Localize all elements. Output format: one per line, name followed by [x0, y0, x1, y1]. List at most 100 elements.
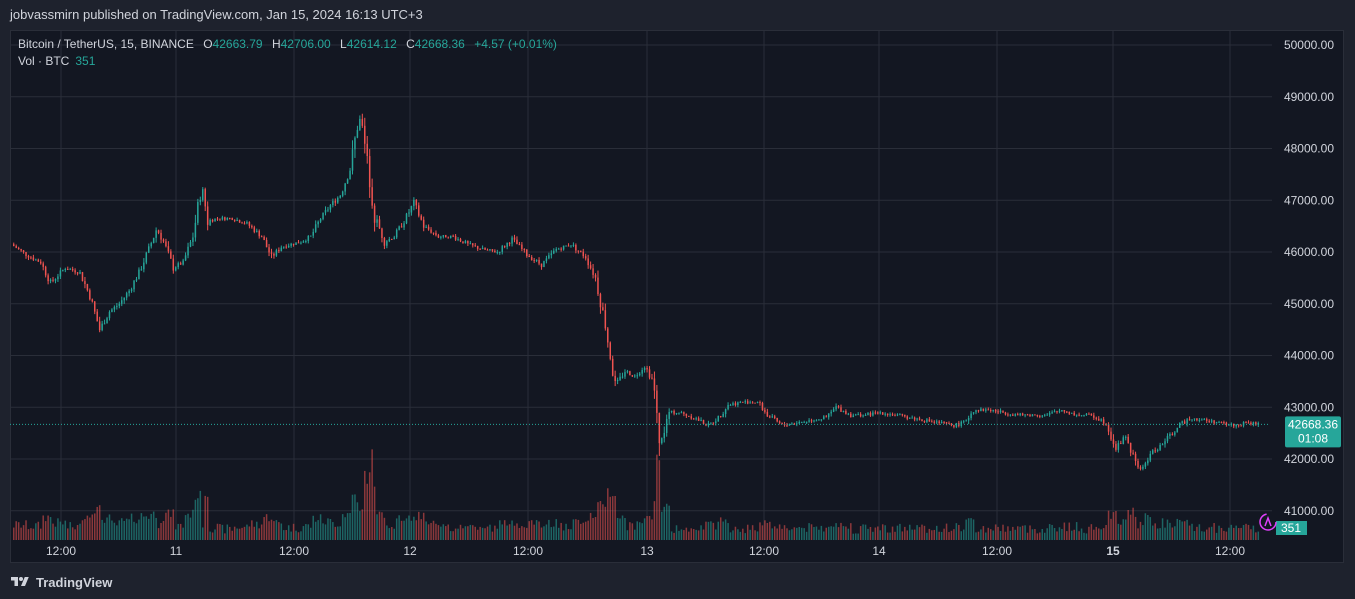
- volume-bar: [427, 524, 430, 540]
- candle-body: [830, 411, 832, 414]
- candle-body: [989, 409, 992, 412]
- candle-body: [1100, 419, 1102, 421]
- volume-bar: [565, 523, 567, 540]
- volume-bar: [459, 524, 462, 540]
- candle-body: [749, 402, 751, 404]
- candle-body: [349, 170, 351, 180]
- candle-body: [1014, 414, 1017, 416]
- candle-body: [624, 372, 626, 377]
- volume-bar: [160, 522, 162, 540]
- volume-bar: [1225, 531, 1228, 540]
- candle-body: [1056, 411, 1058, 413]
- volume-bar: [980, 529, 982, 540]
- volume-bar: [1154, 523, 1156, 540]
- candle-body: [724, 409, 727, 414]
- candle-body: [931, 421, 933, 423]
- candle-body: [71, 268, 74, 271]
- candle-body: [1252, 422, 1255, 425]
- candle-body: [86, 284, 89, 291]
- volume-bar: [359, 511, 361, 540]
- symbol-title[interactable]: Bitcoin / TetherUS, 15, BINANCE: [18, 37, 194, 51]
- volume-bar: [1232, 527, 1235, 540]
- price-tick-label: 45000.00: [1284, 297, 1334, 311]
- candle-body: [464, 241, 467, 244]
- volume-bar: [803, 528, 805, 540]
- candle-body: [582, 251, 584, 257]
- volume-bar: [857, 533, 859, 540]
- volume-bar: [494, 525, 496, 540]
- volume-bar: [842, 526, 845, 540]
- volume-bar: [386, 525, 388, 540]
- volume-bar: [472, 525, 474, 540]
- volume-bar: [388, 528, 391, 540]
- volume-bar: [373, 486, 376, 540]
- volume-bar: [233, 526, 236, 540]
- volume-bar: [958, 524, 960, 540]
- candle-body: [884, 413, 886, 415]
- candle-body: [1201, 419, 1203, 421]
- volume-bar: [1176, 518, 1179, 540]
- volume-bar: [268, 521, 270, 540]
- candle-body: [746, 401, 749, 404]
- volume-bar: [1240, 527, 1242, 540]
- volume-bar: [285, 530, 287, 540]
- volume-bar: [395, 518, 398, 540]
- volume-bar: [15, 521, 17, 540]
- volume-bar: [948, 532, 950, 540]
- volume-bar: [528, 521, 530, 540]
- volume-bar: [1203, 531, 1206, 540]
- candle-body: [432, 232, 435, 234]
- candle-body: [823, 416, 825, 420]
- volume-bar: [1066, 531, 1068, 540]
- candle-body: [410, 206, 413, 213]
- candle-body: [1093, 415, 1095, 418]
- candle-body: [314, 224, 317, 232]
- candle-body: [638, 373, 641, 376]
- volume-bar: [364, 470, 366, 540]
- volume-bar: [422, 512, 425, 540]
- candle-body: [27, 256, 30, 258]
- time-axis: 12:00 11 12:00 12 12:00 13 12:00 14 12:00 15 12:00: [46, 544, 1245, 558]
- volume-bar: [430, 522, 432, 540]
- candle-body: [140, 269, 143, 271]
- volume-bar: [1242, 524, 1245, 540]
- volume-bar: [847, 528, 850, 540]
- candle-body: [607, 328, 609, 343]
- candle-body: [64, 268, 67, 270]
- candle-body: [449, 235, 452, 238]
- volume-bar: [962, 529, 965, 540]
- volume-label[interactable]: Vol · BTC: [18, 54, 70, 68]
- candle-body: [373, 205, 376, 223]
- candle-body: [810, 420, 813, 422]
- price-tick-label: 47000.00: [1284, 193, 1334, 207]
- candle-body: [847, 413, 850, 415]
- tradingview-brand[interactable]: TradingView: [10, 571, 112, 593]
- volume-bar: [1009, 530, 1012, 540]
- price-tick-label: 41000.00: [1284, 504, 1334, 518]
- volume-bar: [30, 528, 32, 540]
- chart-pane[interactable]: [10, 30, 1344, 563]
- volume-bar: [47, 515, 49, 540]
- candle-body: [1149, 453, 1152, 461]
- volume-bar: [17, 522, 20, 540]
- candle-body: [307, 235, 310, 242]
- volume-bar: [469, 524, 472, 540]
- candle-body: [22, 250, 25, 253]
- volume-bar: [533, 524, 535, 540]
- volume-bar: [275, 520, 278, 540]
- volume-bar: [673, 532, 675, 540]
- time-tick-label: 12:00: [749, 544, 779, 558]
- candle-body: [1176, 427, 1179, 433]
- volume-bar: [1078, 531, 1080, 540]
- price-tick-label: 48000.00: [1284, 142, 1334, 156]
- volume-bar: [921, 524, 923, 540]
- volume-bar: [678, 530, 680, 540]
- candle-body: [538, 259, 540, 264]
- volume-bar: [1124, 519, 1127, 540]
- volume-bar: [825, 527, 828, 540]
- volume-bar: [1213, 523, 1215, 540]
- volume-bar: [283, 530, 285, 540]
- published-line: jobvassmirn published on TradingView.com…: [10, 7, 423, 22]
- candle-body: [715, 421, 717, 423]
